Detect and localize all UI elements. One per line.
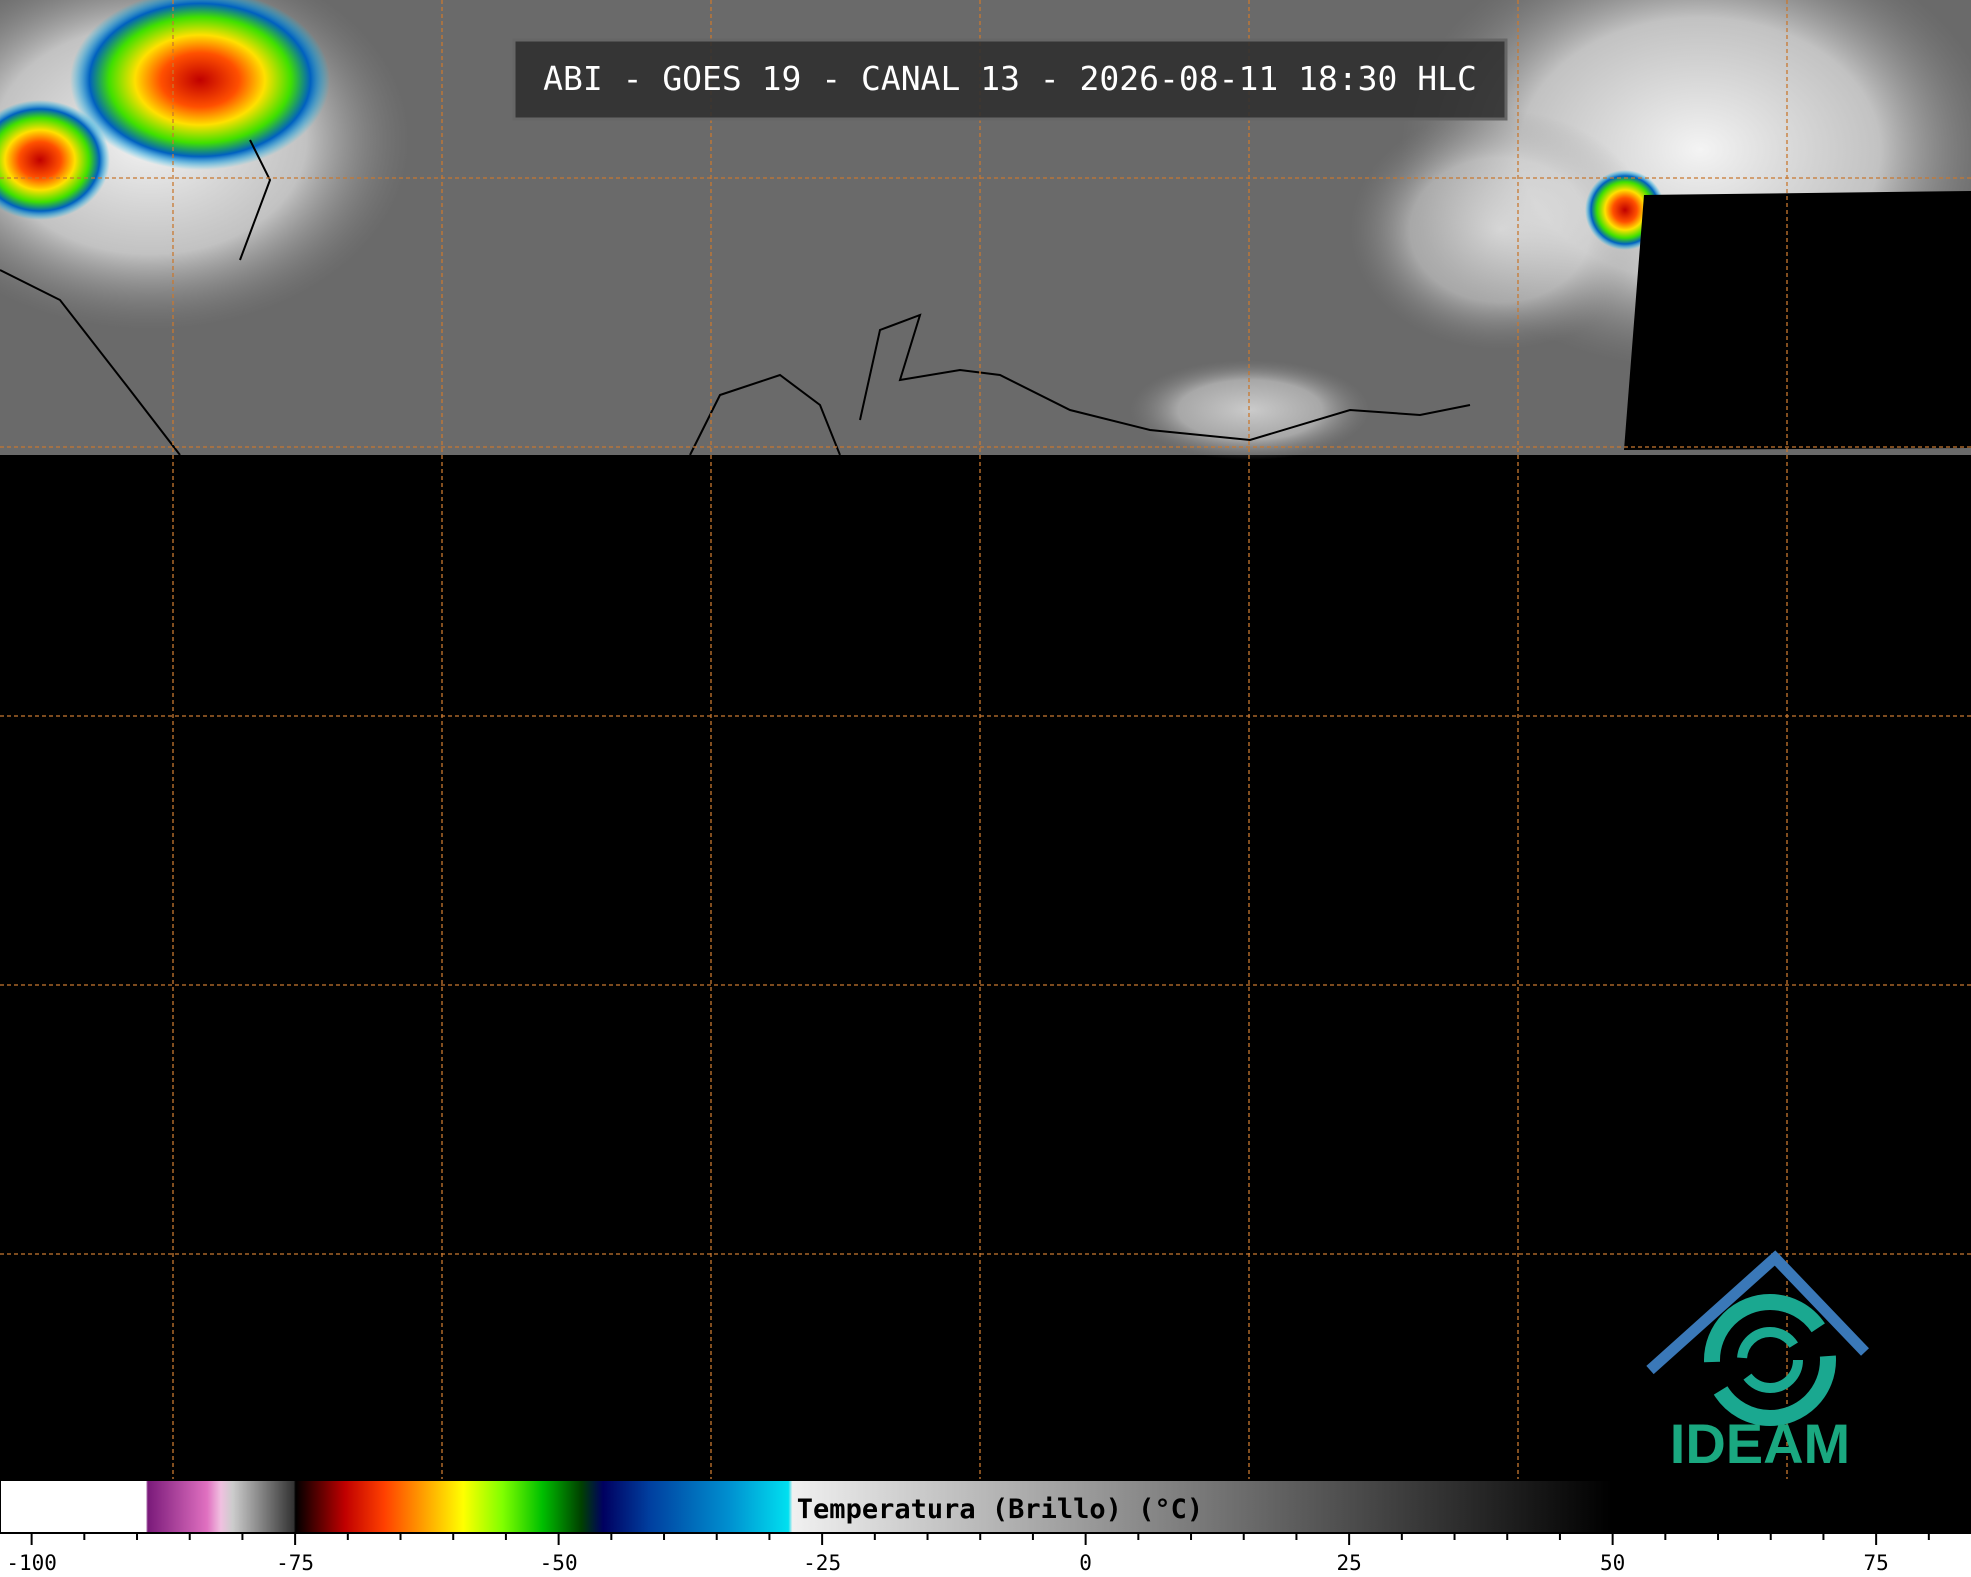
- graticule: [0, 0, 1971, 1480]
- tick-label: 75: [1863, 1551, 1888, 1575]
- colorbar: [0, 1480, 1971, 1533]
- tick-label: 25: [1336, 1551, 1361, 1575]
- tick-label: 0: [1079, 1551, 1092, 1575]
- tick-label: -50: [540, 1551, 578, 1575]
- tick-label: 50: [1600, 1551, 1625, 1575]
- title: ABI - GOES 19 - CANAL 13 - 2026-08-11 18…: [543, 59, 1477, 98]
- tick-label: -100: [6, 1551, 57, 1575]
- imagery: [0, 0, 1971, 460]
- logo-text: IDEAM: [1670, 1412, 1850, 1475]
- colorbar-label: Temperatura (Brillo) (°C): [797, 1494, 1203, 1525]
- tick-label: -25: [803, 1551, 841, 1575]
- tick-label: -75: [276, 1551, 314, 1575]
- logo: IDEAM: [1646, 1250, 1869, 1475]
- title-box: [512, 38, 1508, 121]
- colorbar-frame: [0, 1479, 1971, 1534]
